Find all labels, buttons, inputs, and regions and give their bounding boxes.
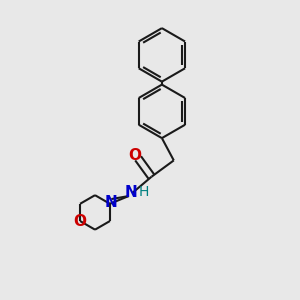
Text: H: H xyxy=(138,184,148,199)
Text: O: O xyxy=(74,214,87,230)
Text: N: N xyxy=(125,185,138,200)
Text: N: N xyxy=(104,195,117,210)
Text: O: O xyxy=(128,148,141,164)
